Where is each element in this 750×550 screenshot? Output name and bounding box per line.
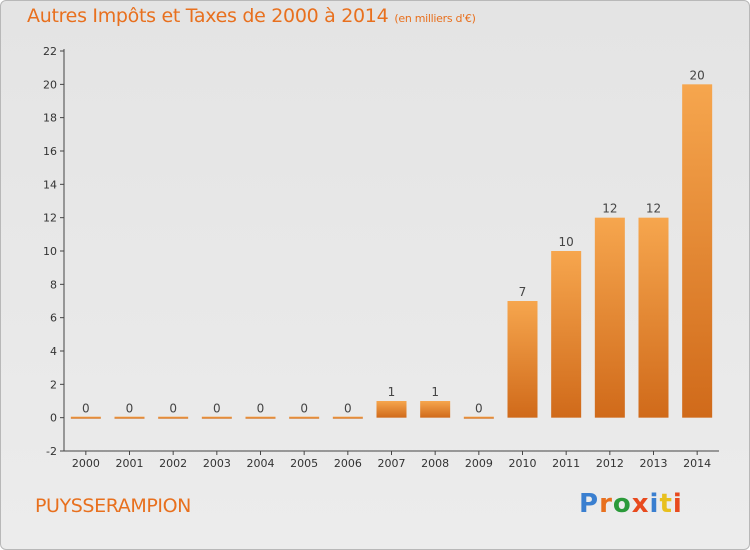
x-tick-label: 2008 — [421, 457, 449, 470]
x-tick-label: 2000 — [72, 457, 100, 470]
y-tick-label: -2 — [46, 445, 57, 458]
bar — [289, 416, 320, 419]
x-tick-label: 2014 — [683, 457, 711, 470]
y-tick-label: 4 — [50, 345, 57, 358]
bar — [70, 416, 101, 419]
data-label: 0 — [257, 402, 265, 416]
data-label: 0 — [213, 402, 221, 416]
y-tick-label: 6 — [50, 312, 57, 325]
chart-title-text: Autres Impôts et Taxes de 2000 à 2014 — [27, 5, 389, 27]
bar — [682, 84, 713, 418]
brand-letter: P — [579, 489, 600, 519]
data-label: 10 — [559, 235, 574, 249]
data-label: 1 — [388, 385, 396, 399]
chart-title: Autres Impôts et Taxes de 2000 à 2014 (en… — [27, 5, 476, 27]
bar — [114, 416, 145, 419]
y-tick-label: 8 — [50, 278, 57, 291]
bar — [507, 301, 538, 418]
bar — [201, 416, 232, 419]
brand-letter: t — [659, 489, 673, 519]
bar — [463, 416, 494, 419]
brand-letter: o — [612, 489, 632, 519]
x-tick-label: 2004 — [247, 457, 275, 470]
data-label: 0 — [475, 402, 483, 416]
proxiti-logo: Proxiti — [579, 489, 683, 519]
y-tick-label: 16 — [43, 145, 57, 158]
bar — [245, 416, 276, 419]
bar — [638, 217, 669, 418]
bar — [158, 416, 189, 419]
x-tick-label: 2007 — [378, 457, 406, 470]
x-tick-label: 2013 — [640, 457, 668, 470]
data-label: 0 — [344, 402, 352, 416]
bar — [420, 401, 451, 418]
y-tick-label: 2 — [50, 378, 57, 391]
x-tick-label: 2010 — [509, 457, 537, 470]
brand-letter: i — [649, 489, 660, 519]
data-label: 12 — [646, 202, 661, 216]
data-label: 20 — [690, 68, 705, 82]
x-tick-label: 2012 — [596, 457, 624, 470]
x-tick-label: 2003 — [203, 457, 231, 470]
data-label: 1 — [431, 385, 439, 399]
x-tick-label: 2001 — [116, 457, 144, 470]
data-label: 0 — [169, 402, 177, 416]
bar — [332, 416, 363, 419]
x-tick-label: 2006 — [334, 457, 362, 470]
data-label: 0 — [126, 402, 134, 416]
bar — [376, 401, 407, 418]
data-label: 7 — [519, 285, 527, 299]
data-label: 12 — [602, 202, 617, 216]
brand-letter: r — [599, 489, 613, 519]
chart-subtitle: (en milliers d'€) — [394, 12, 476, 25]
y-tick-label: 18 — [43, 112, 57, 125]
x-tick-label: 2011 — [552, 457, 580, 470]
y-tick-label: 0 — [50, 412, 57, 425]
data-label: 0 — [300, 402, 308, 416]
bar — [594, 217, 625, 418]
y-tick-label: 14 — [43, 178, 57, 191]
x-tick-label: 2009 — [465, 457, 493, 470]
bar — [551, 251, 582, 418]
y-tick-label: 20 — [43, 78, 57, 91]
y-tick-label: 22 — [43, 45, 57, 58]
y-tick-label: 10 — [43, 245, 57, 258]
brand-letter: x — [631, 489, 650, 519]
x-tick-label: 2002 — [159, 457, 187, 470]
x-tick-label: 2005 — [290, 457, 318, 470]
brand-letter: i — [672, 489, 683, 519]
commune-name: PUYSSERAMPION — [35, 495, 191, 517]
data-label: 0 — [82, 402, 90, 416]
y-tick-label: 12 — [43, 212, 57, 225]
